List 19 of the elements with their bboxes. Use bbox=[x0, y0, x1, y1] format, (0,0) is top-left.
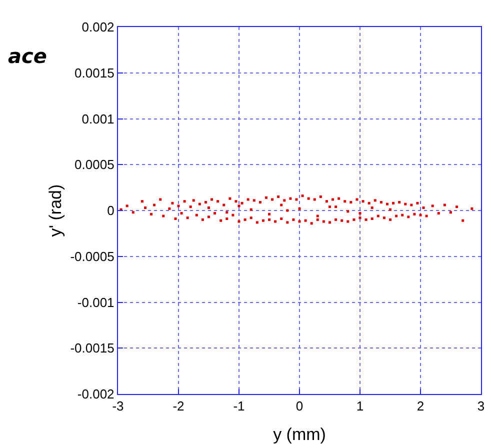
x-tick-label: 3 bbox=[477, 398, 485, 414]
x-tick-label: -3 bbox=[112, 398, 124, 414]
y-tick-label: 0 bbox=[107, 203, 114, 218]
y-tick-label: 0.002 bbox=[82, 20, 114, 35]
y-tick-label: -0.0005 bbox=[70, 248, 114, 264]
text: ace bbox=[8, 44, 47, 68]
y-tick-label: 0.0005 bbox=[74, 157, 114, 172]
x-tick-label: 1 bbox=[356, 398, 364, 414]
x-tick-label: 2 bbox=[416, 398, 424, 414]
y-tick-label: 0.0015 bbox=[74, 65, 114, 80]
y-tick-label: -0.002 bbox=[77, 386, 114, 402]
x-axis-title: y (mm) bbox=[273, 425, 326, 444]
y-axis-title: y' (rad) bbox=[46, 184, 65, 237]
y-tick-label: 0.001 bbox=[82, 111, 114, 126]
x-tick-label: 0 bbox=[296, 398, 304, 414]
x-tick-label: -2 bbox=[172, 398, 184, 414]
y-tick-label: -0.001 bbox=[77, 294, 114, 310]
x-tick-label: -1 bbox=[233, 398, 245, 414]
y-tick-label: -0.0015 bbox=[70, 340, 114, 356]
